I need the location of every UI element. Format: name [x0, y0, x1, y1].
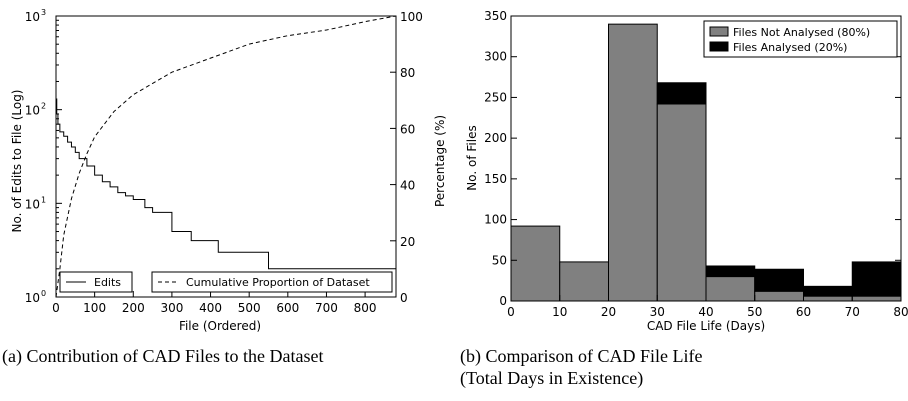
bar-analysed	[754, 268, 804, 292]
chart-b-xlabel: CAD File Life (Days)	[647, 319, 765, 333]
chart-b-ylabel: No. of Files	[465, 125, 479, 190]
y-tick-label: 250	[484, 90, 507, 104]
x-tick-label: 80	[893, 305, 908, 319]
x-tick-label: 800	[354, 301, 377, 315]
x-tick-label: 30	[650, 305, 665, 319]
bar-not-analysed	[559, 261, 609, 302]
y-tick-label: 10	[25, 10, 40, 24]
x-tick-label: 60	[796, 305, 811, 319]
chart-a-right-ticks: 0 20 40 60 80 100	[390, 10, 423, 305]
x-tick-label: 200	[122, 301, 145, 315]
caption-b-line1: (b) Comparison of CAD File Life	[460, 346, 703, 366]
series-cumulative-line	[55, 15, 397, 298]
legend-box	[59, 271, 133, 293]
chart-a-legend: Edits Cumulative Proportion of Dataset	[59, 271, 393, 293]
legend-label: Files Analysed (20%)	[733, 41, 847, 54]
chart-a-plot	[55, 15, 397, 298]
x-tick-label: 0	[52, 301, 60, 315]
bar-not-analysed	[803, 295, 853, 302]
y-tick-label: 10	[25, 104, 40, 118]
caption-b: (b) Comparison of CAD File Life (Total D…	[460, 345, 702, 389]
x-tick-label: 10	[552, 305, 567, 319]
y-tick-label: 10	[25, 291, 40, 305]
x-tick-label: 50	[747, 305, 762, 319]
y-tick-label: 100	[484, 213, 507, 227]
bar-not-analysed	[608, 23, 658, 302]
chart-a-x-ticks: 0 100 200 300 400 500 600 700 800	[52, 291, 377, 315]
y-tick-label: 10	[25, 197, 40, 211]
x-tick-label: 0	[507, 305, 515, 319]
y-tick-label: 350	[484, 9, 507, 23]
chart-b-y-ticks: 0 50 100 150 200 250 300 350	[484, 9, 901, 308]
series-edits-line	[56, 98, 397, 297]
chart-a-ylabel: No. of Edits to File (Log)	[10, 90, 24, 233]
y-tick-label: 0	[499, 294, 507, 308]
bar-analysed	[705, 265, 756, 278]
y-tick-exponent: 1	[41, 195, 46, 204]
legend-box	[151, 271, 393, 293]
y-tick-label: 300	[484, 50, 507, 64]
y-tick-label: 50	[492, 253, 507, 267]
y2-tick-label: 0	[400, 291, 408, 305]
chart-a-y2label: Percentage (%)	[433, 115, 447, 207]
bar-analysed	[803, 285, 853, 297]
y2-tick-label: 100	[400, 10, 423, 24]
bar-not-analysed	[851, 295, 902, 302]
legend-swatch	[709, 41, 729, 52]
y2-tick-label: 20	[400, 235, 415, 249]
chart-a-frame	[55, 15, 397, 298]
legend-swatch	[709, 26, 729, 37]
caption-b-line2: (Total Days in Existence)	[460, 368, 644, 388]
chart-a-xlabel: File (Ordered)	[179, 319, 261, 333]
caption-a: (a) Contribution of CAD Files to the Dat…	[2, 346, 324, 366]
x-tick-label: 300	[160, 301, 183, 315]
bar-not-analysed	[754, 290, 804, 302]
y-tick-exponent: 0	[41, 289, 46, 298]
x-tick-label: 500	[238, 301, 261, 315]
x-tick-label: 100	[83, 301, 106, 315]
bar-not-analysed	[705, 276, 756, 302]
x-tick-label: 40	[698, 305, 713, 319]
chart-b-legend: Files Not Analysed (80%) Files Analysed (…	[703, 20, 898, 58]
legend-label: Files Not Analysed (80%)	[733, 26, 870, 39]
x-tick-label: 20	[601, 305, 616, 319]
y-tick-exponent: 3	[41, 8, 46, 17]
y-tick-label: 200	[484, 131, 507, 145]
y-tick-exponent: 2	[41, 102, 46, 111]
x-tick-label: 70	[845, 305, 860, 319]
y2-tick-label: 40	[400, 179, 415, 193]
bar-analysed	[851, 261, 902, 297]
y2-tick-label: 80	[400, 66, 415, 80]
legend-box	[703, 20, 898, 58]
bar-not-analysed	[510, 225, 561, 302]
chart-b-plot	[510, 15, 902, 302]
chart-b-x-ticks: 0 10 20 30 40 50 60 70 80	[507, 295, 908, 319]
x-tick-label: 400	[199, 301, 222, 315]
legend-label: Cumulative Proportion of Dataset	[186, 276, 370, 289]
bar-analysed	[656, 82, 707, 105]
x-tick-label: 600	[276, 301, 299, 315]
legend-label: Edits	[94, 276, 121, 289]
x-tick-label: 700	[315, 301, 338, 315]
bar-not-analysed	[656, 103, 707, 302]
y2-tick-label: 60	[400, 122, 415, 136]
y-tick-label: 150	[484, 172, 507, 186]
